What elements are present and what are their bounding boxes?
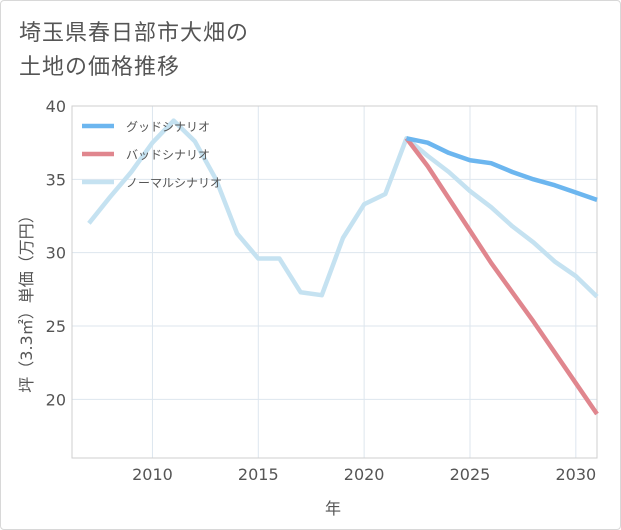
chart-title: 埼玉県春日部市大畑の 土地の価格推移 — [19, 17, 249, 85]
x-tick-label: 2030 — [555, 465, 596, 484]
x-tick-label: 2020 — [344, 465, 385, 484]
legend-label-0: グッドシナリオ — [126, 120, 210, 134]
series-group — [87, 118, 599, 416]
y-axis-label: 坪（3.3㎡）単価（万円） — [17, 207, 36, 392]
x-tick-label: 2010 — [132, 465, 173, 484]
y-tick-label: 30 — [46, 244, 66, 263]
y-axis-ticks: 20 25 30 35 40 — [46, 97, 66, 409]
y-tick-label: 20 — [46, 390, 66, 409]
title-line-1: 埼玉県春日部市大畑の — [19, 21, 250, 46]
x-tick-label: 2025 — [450, 465, 491, 484]
y-tick-label: 35 — [46, 170, 66, 189]
series-line-2 — [87, 118, 599, 299]
x-axis-label: 年 — [325, 499, 341, 518]
legend-label-2: ノーマルシナリオ — [126, 176, 222, 190]
series-line-1 — [404, 136, 599, 416]
legend-label-1: バッドシナリオ — [126, 148, 210, 162]
title-line-2: 土地の価格推移 — [19, 55, 181, 80]
x-tick-label: 2015 — [238, 465, 279, 484]
y-tick-label: 40 — [46, 97, 66, 116]
y-tick-label: 25 — [46, 317, 66, 336]
plot-area-border — [71, 105, 598, 459]
x-axis-ticks: 2010 2015 2020 2025 2030 — [132, 465, 596, 484]
series-line-0 — [406, 136, 598, 202]
